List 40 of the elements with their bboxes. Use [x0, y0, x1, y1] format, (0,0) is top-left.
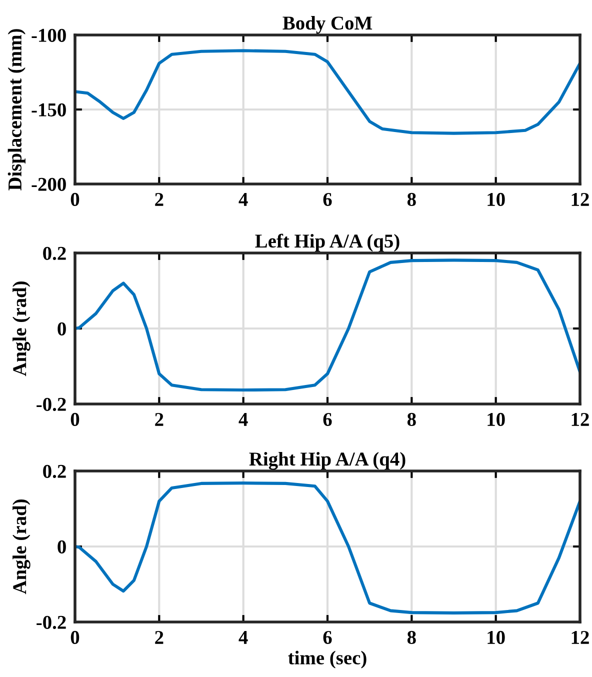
- x-tick-label: 6: [323, 630, 332, 644]
- y-axis-title: Angle (rad): [12, 500, 30, 594]
- x-tick-label: 0: [70, 412, 80, 426]
- y-tick-label: -150: [32, 103, 66, 116]
- chart-title: Left Hip A/A (q5): [255, 234, 400, 252]
- x-tick-label: 8: [407, 192, 416, 206]
- x-tick-label: 4: [238, 413, 248, 426]
- x-tick-label: 12: [572, 412, 589, 426]
- chart-title: Body CoM: [282, 16, 372, 34]
- x-tick-label: 6: [323, 192, 332, 206]
- y-axis-title: Angle (rad): [12, 282, 30, 376]
- y-tick-label: 0: [58, 540, 66, 554]
- x-tick-label: 2: [155, 630, 164, 644]
- y-tick-label: -0.2: [36, 398, 66, 412]
- x-tick-label: 6: [323, 412, 332, 426]
- x-axis-title: time (sec): [288, 650, 366, 668]
- x-tick-label: 8: [407, 630, 416, 644]
- line-series: [75, 258, 580, 392]
- x-tick-label: 8: [407, 412, 416, 426]
- x-tick-label: 2: [155, 192, 164, 206]
- y-tick-label: 0.2: [43, 246, 66, 260]
- y-tick-label: -0.2: [36, 616, 66, 630]
- x-tick-label: 2: [155, 412, 164, 426]
- chart-title: Right Hip A/A (q4): [249, 452, 406, 470]
- x-tick-label: 10: [488, 412, 505, 426]
- x-tick-label: 12: [572, 192, 589, 206]
- x-tick-label: 0: [70, 192, 80, 206]
- y-tick-label: -100: [32, 28, 66, 42]
- line-series: [75, 49, 580, 135]
- x-tick-label: 10: [488, 192, 505, 206]
- x-tick-label: 4: [238, 631, 248, 644]
- line-series: [75, 482, 580, 614]
- x-tick-label: 4: [238, 193, 248, 206]
- x-tick-label: 12: [572, 630, 589, 644]
- x-tick-label: 0: [70, 630, 80, 644]
- y-axis-title: Displacement (mm): [8, 29, 26, 190]
- x-tick-label: 10: [488, 630, 505, 644]
- y-tick-label: 0: [58, 322, 66, 336]
- y-tick-label: 0.2: [43, 464, 66, 478]
- y-tick-label: -200: [32, 178, 66, 191]
